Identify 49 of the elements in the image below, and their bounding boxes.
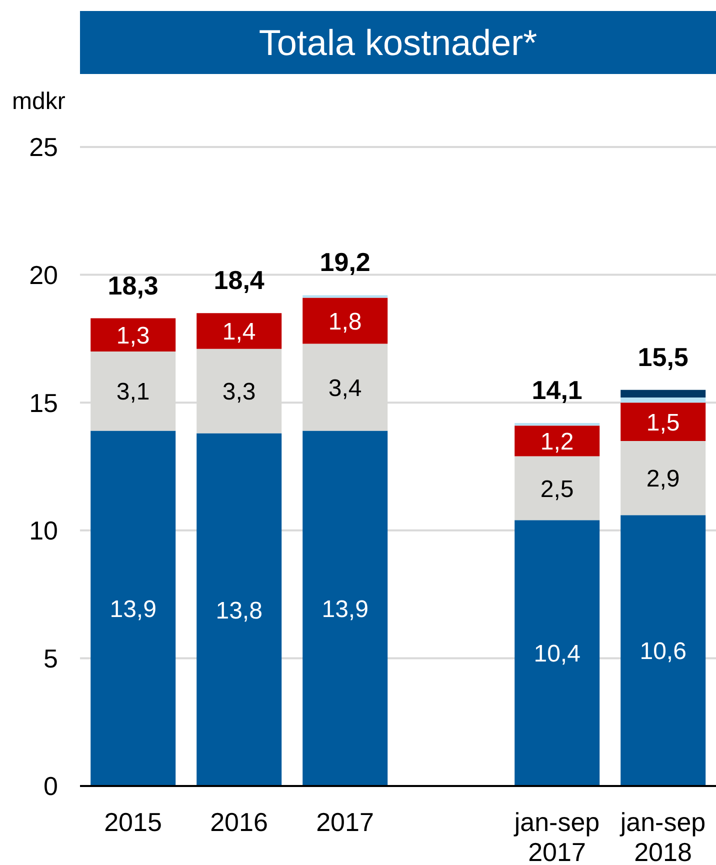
bar (514, 520, 600, 786)
bar (620, 440, 706, 516)
data-label: 13,9 (322, 596, 368, 623)
data-label: 3,3 (222, 378, 256, 406)
y-tick-label: 20 (29, 260, 58, 290)
bar (196, 433, 282, 786)
data-label: 1,4 (222, 318, 256, 346)
data-label: 10,4 (534, 640, 580, 668)
total-label: 19,2 (320, 247, 370, 278)
y-tick-label: 25 (29, 132, 58, 162)
x-tick-label: jan-sep 2017 (513, 807, 600, 865)
y-tick-label: 5 (44, 643, 58, 674)
bar (620, 390, 706, 398)
bar (620, 402, 706, 441)
data-label: 1,3 (116, 322, 150, 350)
bar (90, 318, 176, 352)
data-label: 3,1 (116, 378, 150, 406)
x-tick-label: 2017 (316, 807, 374, 837)
data-label: 13,8 (216, 597, 262, 624)
total-label: 18,4 (214, 265, 265, 296)
x-tick-label: 2016 (210, 807, 268, 837)
total-label: 15,5 (638, 342, 688, 372)
bar (620, 515, 706, 786)
data-label: 3,4 (328, 374, 362, 402)
chart-title: Totala kostnader* (80, 11, 716, 74)
y-tick-label: 10 (29, 516, 58, 546)
data-label: 2,9 (646, 466, 680, 493)
x-tick-label: 2015 (104, 807, 162, 837)
total-label: 18,3 (108, 270, 158, 300)
bar (302, 295, 388, 298)
bar (514, 423, 600, 426)
bar (514, 456, 600, 520)
total-label: 14,1 (532, 375, 582, 406)
y-tick-label: 15 (29, 388, 58, 418)
bar (302, 298, 388, 344)
bar (302, 430, 388, 786)
bar (514, 426, 600, 456)
data-label: 1,8 (328, 308, 362, 336)
x-tick-label: jan-sep 2018 (619, 807, 706, 865)
data-label: 1,5 (646, 409, 680, 436)
bar (196, 313, 282, 349)
data-label: 2,5 (540, 476, 574, 503)
bar (90, 430, 176, 786)
data-label: 13,9 (110, 596, 156, 623)
y-axis-title: mdkr (12, 88, 66, 116)
y-tick-label: 0 (44, 771, 58, 802)
data-label: 1,2 (540, 428, 574, 456)
bar (620, 397, 706, 403)
data-label: 10,6 (640, 638, 686, 666)
